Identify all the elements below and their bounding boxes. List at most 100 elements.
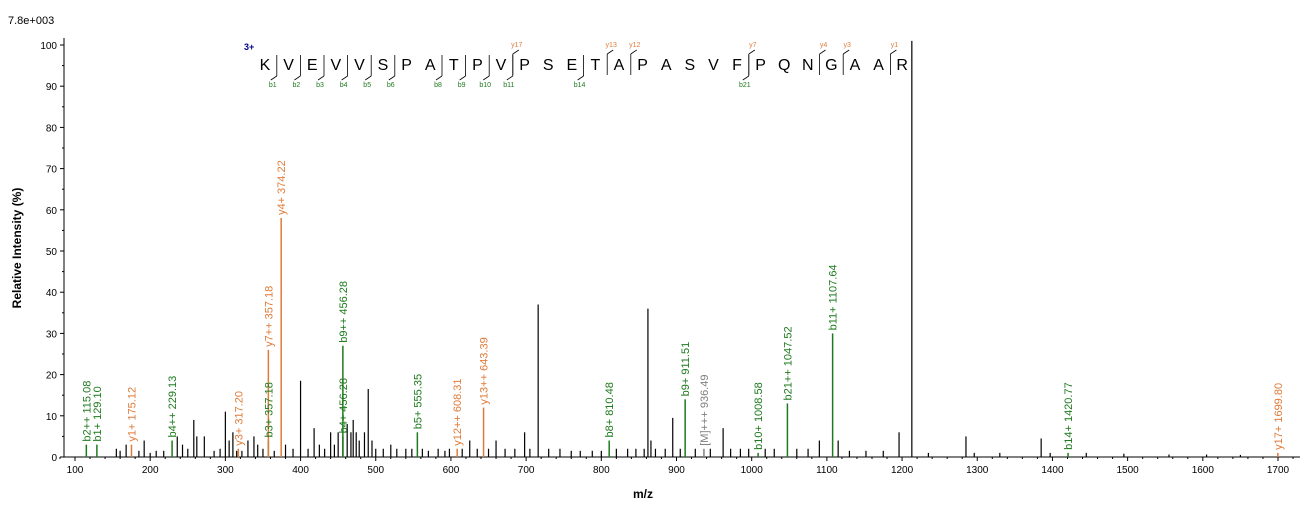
b-ion-hook: [388, 75, 396, 81]
peak-label: b2++ 115.08: [81, 381, 93, 442]
peak-label: y4+ 374.22: [276, 160, 288, 215]
sequence-residue: V: [283, 57, 294, 74]
b-ion-label: b5: [363, 82, 371, 89]
peak-label: b4+ 456.28: [338, 378, 350, 433]
sequence-residue: S: [543, 57, 554, 74]
peak-label: [M]+++ 936.49: [699, 375, 711, 446]
y-ion-hook: [748, 49, 756, 55]
x-tick-label: 100: [67, 465, 84, 476]
x-tick-label: 1700: [1267, 465, 1290, 476]
axes: 100 200 300 400 500 600 700 800 900 1000 1100 1200 1…: [40, 38, 1300, 476]
x-tick-label: 800: [593, 465, 610, 476]
b-ion-label: b3: [316, 82, 324, 89]
sequence-residue: N: [802, 57, 814, 74]
y-ion-label: y12: [629, 42, 640, 49]
sequence-residue: Q: [778, 57, 790, 74]
peak-label: b11+ 1107.64: [828, 264, 840, 330]
sequence-residue: A: [614, 57, 625, 74]
b-ion-label: b2: [293, 82, 301, 89]
b-ion-label: b14: [574, 82, 586, 89]
y-tick-label: 20: [46, 371, 58, 382]
b-ion-hook: [577, 75, 584, 81]
sequence-residue: S: [684, 57, 695, 74]
x-tick-label: 1500: [1117, 465, 1140, 476]
sequence-residue: V: [330, 57, 341, 74]
sequence-residue: T: [449, 57, 459, 74]
y-tick-label: 70: [46, 165, 58, 176]
sequence-residue: V: [496, 57, 507, 74]
peak-label: y17+ 1699.80: [1273, 383, 1285, 450]
x-tick-label: 1100: [816, 465, 838, 476]
y-tick-label: 40: [46, 288, 58, 299]
x-tick-label: 1600: [1192, 465, 1215, 476]
peak-label: b21++ 1047.52: [782, 326, 794, 400]
y-ion-hook: [512, 49, 520, 55]
y-ion-hook: [606, 49, 614, 55]
sequence-residue: A: [425, 57, 436, 74]
peak-label: y13++ 643.39: [479, 337, 491, 404]
sequence-residue: P: [472, 57, 483, 74]
y-ion-label: y7: [749, 42, 757, 49]
b-ion-hook: [294, 75, 301, 81]
b-ion-label: b8: [434, 82, 442, 89]
x-tick-label: 1200: [891, 465, 914, 476]
sequence-residue: V: [354, 57, 365, 74]
peak-label: b5+ 555.35: [412, 374, 424, 429]
peak-label: b8+ 810.48: [604, 382, 616, 437]
b-ion-label: b11: [503, 82, 514, 89]
b-ion-hook: [506, 75, 514, 81]
y-tick-label: 10: [46, 412, 58, 423]
b-ion-label: b21: [739, 82, 751, 89]
x-tick-label: 1400: [1041, 465, 1064, 476]
b-ion-hook: [482, 75, 490, 81]
b-ion-hook: [317, 75, 325, 81]
y-tick-label: 0: [51, 453, 57, 464]
y-axis-title: Relative Intensity (%): [10, 188, 24, 309]
peptide-sequence-map: 3+K V E V V S P A T P V P S E T A P A S V F P Q N G A A Rb1 b2 b3 b4 b5…: [244, 42, 908, 89]
x-tick-label: 1300: [966, 465, 989, 476]
x-tick-label: 500: [367, 465, 384, 476]
y-ion-label: y17: [511, 42, 522, 49]
y-ion-hook: [890, 49, 897, 55]
sequence-residue: E: [307, 57, 318, 74]
sequence-residue: A: [873, 57, 884, 74]
b-ion-label: b1: [269, 82, 277, 89]
sequence-residue: P: [755, 57, 766, 74]
max-intensity-label: 7.8e+003: [8, 15, 54, 27]
peak-label: b1+ 129.10: [92, 386, 104, 441]
x-tick-label: 300: [217, 465, 234, 476]
y-ion-label: y4: [820, 42, 828, 49]
b-ion-label: b6: [387, 82, 395, 89]
peak-label: y3+ 317.20: [233, 391, 245, 446]
x-tick-label: 600: [443, 465, 460, 476]
y-ion-hook: [630, 49, 638, 55]
y-ion-label: y3: [843, 42, 851, 49]
y-tick-label: 90: [46, 82, 58, 93]
sequence-residue: A: [850, 57, 861, 74]
y-ion-label: y1: [891, 42, 899, 49]
peak-label: b3+ 357.18: [263, 382, 275, 437]
sequence-residue: E: [566, 57, 577, 74]
b-ion-label: b4: [340, 82, 348, 89]
b-ion-hook: [435, 75, 443, 81]
y-tick-label: 60: [46, 206, 58, 217]
b-ion-hook: [742, 75, 750, 81]
peak-label: b14+ 1420.77: [1063, 382, 1075, 450]
b-ion-hook: [459, 75, 466, 81]
peak-label: y7++ 357.18: [263, 286, 275, 347]
sequence-residue: A: [661, 57, 672, 74]
y-ion-label: y13: [606, 42, 617, 49]
sequence-residue: R: [896, 57, 908, 74]
y-tick-label: 30: [46, 329, 58, 340]
y-ion-hook: [842, 49, 850, 55]
charge-state-label: 3+: [244, 42, 254, 52]
x-tick-label: 200: [142, 465, 159, 476]
peaks-layer: [85, 40, 1279, 457]
y-tick-label: 80: [46, 123, 58, 134]
x-axis-title: m/z: [633, 487, 653, 501]
x-tick-label: 700: [518, 465, 535, 476]
x-tick-label: 400: [292, 465, 309, 476]
